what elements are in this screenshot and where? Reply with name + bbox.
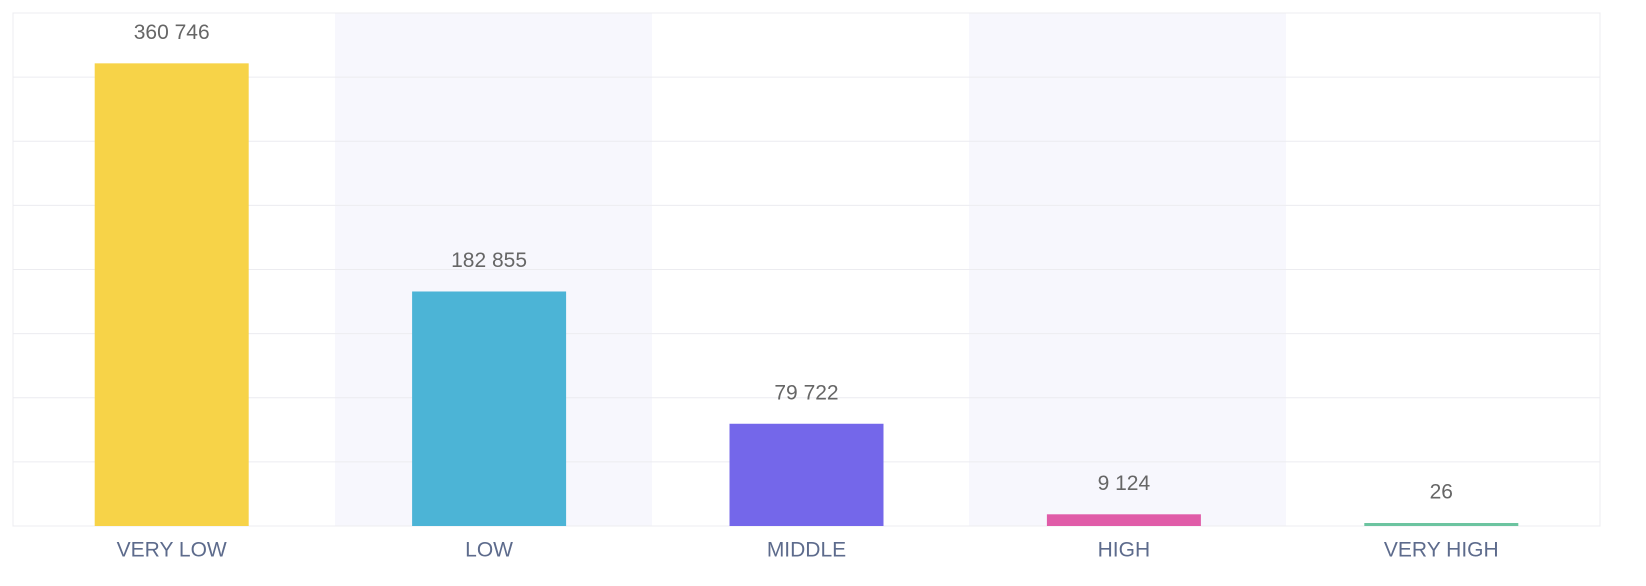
bar: [1364, 523, 1519, 526]
value-label: 182 855: [451, 249, 527, 272]
x-tick-label: VERY HIGH: [1384, 539, 1499, 562]
x-tick-label: MIDDLE: [767, 539, 846, 562]
bar: [94, 63, 249, 526]
x-tick-label: HIGH: [1098, 539, 1151, 562]
value-label: 79 722: [774, 381, 838, 404]
bar: [412, 291, 567, 526]
x-tick-label: VERY LOW: [117, 539, 227, 562]
x-tick-label: LOW: [465, 539, 513, 562]
value-label: 26: [1430, 481, 1453, 504]
bar: [729, 423, 884, 526]
value-label: 360 746: [134, 21, 210, 44]
bar: [1046, 514, 1201, 526]
value-label: 9 124: [1098, 472, 1151, 495]
